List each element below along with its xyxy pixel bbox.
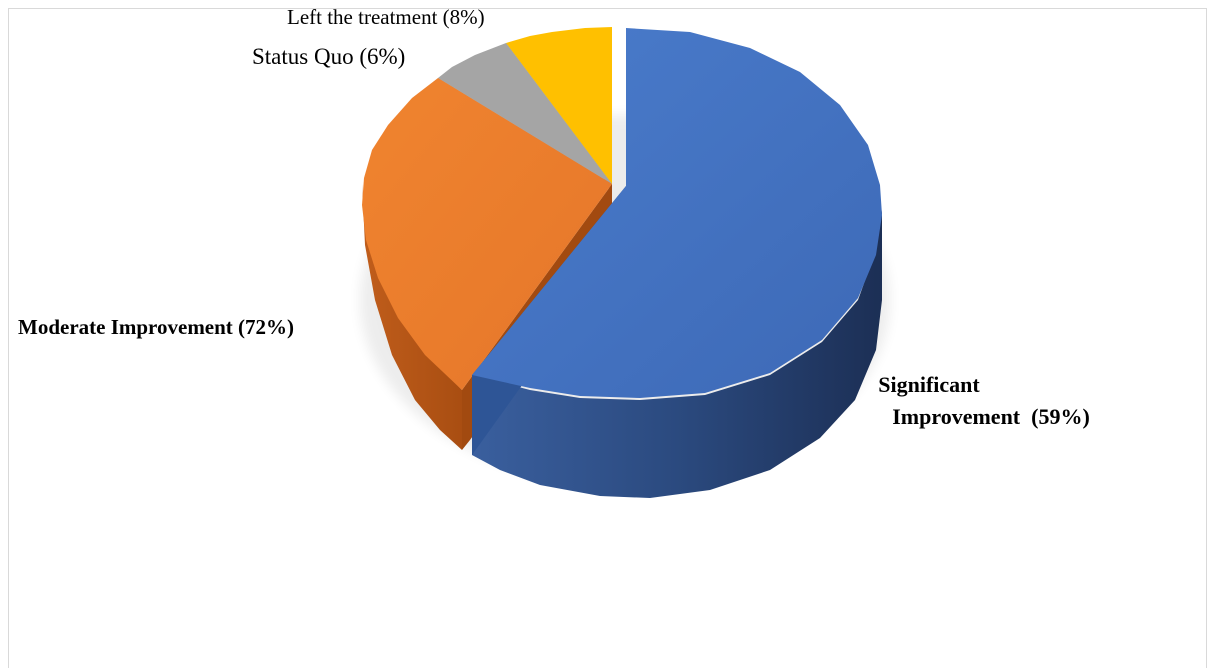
- label-status-quo: Status Quo (6%): [252, 44, 405, 69]
- slice-significant-wall: [472, 210, 882, 498]
- label-moderate-improvement: Moderate Improvement (72%): [18, 315, 294, 339]
- slice-moderate-top: [362, 78, 612, 390]
- slice-status-quo: [438, 43, 612, 184]
- slice-left-treatment: [506, 27, 612, 184]
- slice-moderate-wall: [362, 184, 462, 450]
- chart-frame: [8, 8, 1207, 668]
- label-significant-improvement-line-1: Significant: [878, 372, 980, 397]
- label-significant-improvement-line-2: Improvement (59%): [892, 404, 1090, 429]
- label-left-treatment: Left the treatment (8%): [287, 5, 485, 29]
- slice-significant-top: [472, 28, 882, 398]
